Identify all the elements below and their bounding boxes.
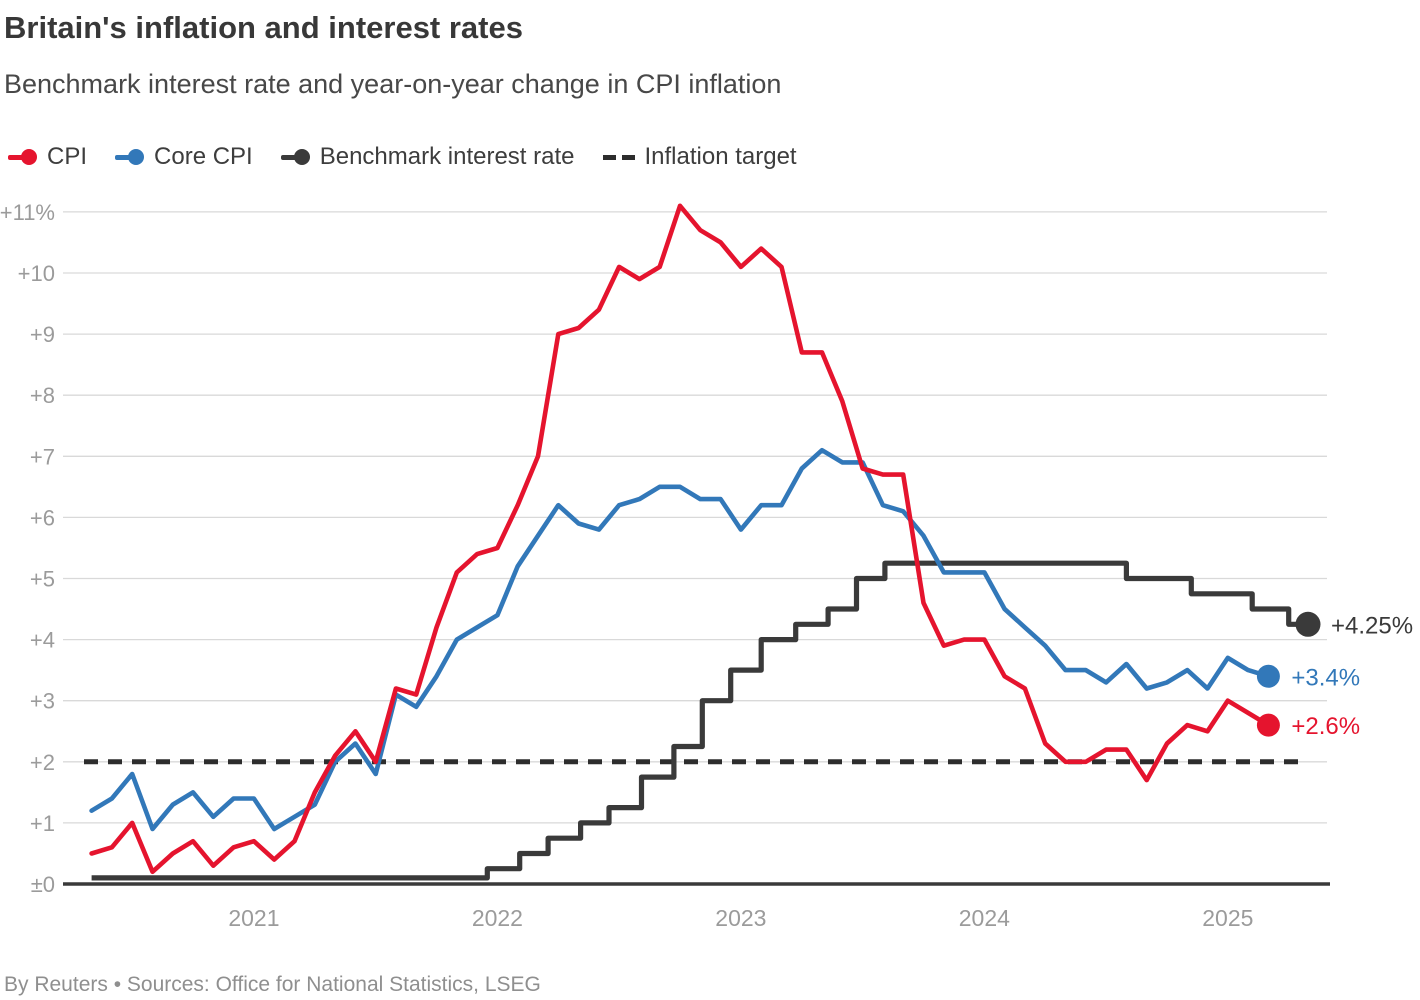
legend-label-core-cpi: Core CPI <box>154 143 253 170</box>
y-tick-label: +8 <box>30 383 55 408</box>
series-core-cpi <box>89 447 1271 832</box>
end-dot-cpi <box>1256 713 1280 737</box>
series-cpi <box>89 203 1271 875</box>
y-tick-label: +9 <box>30 322 55 347</box>
end-dot-core-cpi <box>1256 664 1280 688</box>
end-dot-benchmark-rate <box>1295 611 1321 637</box>
y-tick-label: +11% <box>0 200 55 225</box>
legend-item-cpi: CPI <box>8 143 87 171</box>
legend-label-cpi: CPI <box>47 143 88 170</box>
y-tick-label: +7 <box>30 444 55 469</box>
legend-item-inflation-target: Inflation target <box>602 143 797 171</box>
cpi-line-dot-icon <box>8 149 37 165</box>
source-attribution: By Reuters • Sources: Office for Nationa… <box>4 973 541 996</box>
end-label-cpi: +2.6% <box>1291 713 1360 740</box>
x-tick-label: 2022 <box>472 905 523 931</box>
end-label-benchmark-rate: +4.25% <box>1331 612 1413 639</box>
page-title: Britain's inflation and interest rates <box>4 10 523 45</box>
legend-label-inflation-target: Inflation target <box>644 143 797 170</box>
y-tick-label: +1 <box>30 811 55 836</box>
y-tick-label: +4 <box>30 628 55 653</box>
y-tick-label: +10 <box>18 261 55 286</box>
y-tick-label: +3 <box>30 689 55 714</box>
x-tick-label: 2025 <box>1202 905 1253 931</box>
legend-label-benchmark-rate: Benchmark interest rate <box>319 143 575 170</box>
y-tick-label: +2 <box>30 750 55 775</box>
x-tick-label: 2024 <box>959 905 1010 931</box>
end-label-core-cpi: +3.4% <box>1291 664 1360 691</box>
y-tick-label: ±0 <box>31 872 55 897</box>
inflation-target-dash-icon <box>602 149 635 165</box>
y-tick-label: +6 <box>30 505 55 530</box>
legend: CPI Core CPI Benchmark interest rate Inf… <box>8 143 797 171</box>
series-benchmark-rate <box>91 560 1308 881</box>
page-subtitle: Benchmark interest rate and year-on-year… <box>4 69 782 99</box>
legend-item-core-cpi: Core CPI <box>115 143 253 171</box>
benchmark-rate-line-dot-icon <box>280 149 310 165</box>
core-cpi-line-dot-icon <box>115 149 145 165</box>
x-tick-label: 2023 <box>715 905 766 931</box>
x-tick-label: 2021 <box>228 905 279 931</box>
y-tick-label: +5 <box>30 567 55 592</box>
legend-item-benchmark-rate: Benchmark interest rate <box>280 143 575 171</box>
